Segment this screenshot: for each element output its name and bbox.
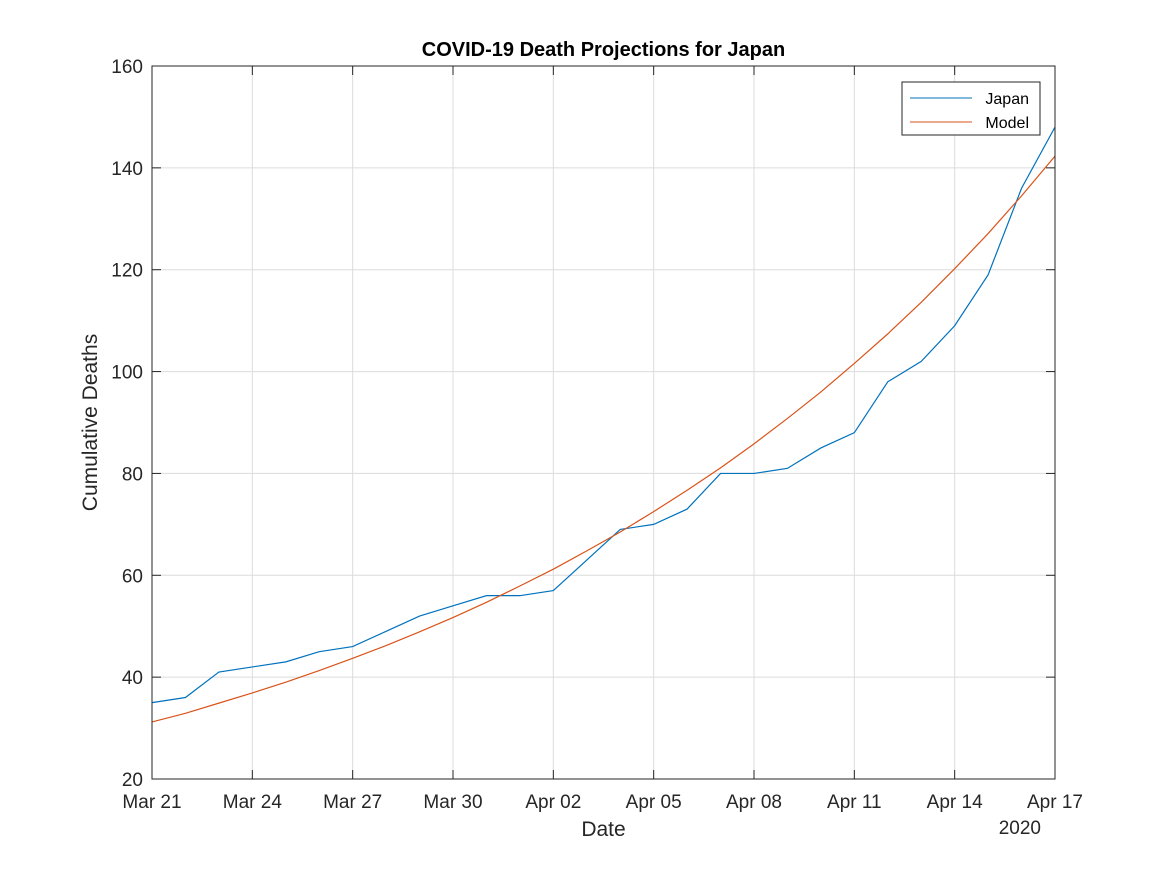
legend-entry-model: Model <box>985 115 1029 132</box>
axis-ticks <box>151 65 1056 780</box>
x-tick-labels: Mar 21 Mar 24 Mar 27 Mar 30 Apr 02 Apr 05 Apr … <box>122 792 1083 813</box>
legend-box <box>901 81 1041 136</box>
y-tick-labels: 20 40 60 80 100 120 140 160 <box>111 57 143 791</box>
y-tick-label: 60 <box>122 566 143 587</box>
x-tick-label: Mar 24 <box>223 792 283 813</box>
series-line-model <box>151 155 1056 723</box>
gridlines <box>151 65 1056 780</box>
y-tick-label: 80 <box>122 464 143 485</box>
x-tick-label: Mar 30 <box>423 792 482 813</box>
axes-box <box>151 65 1056 780</box>
x-tick-label: Apr 02 <box>525 792 581 813</box>
x-tick-label: Mar 21 <box>122 792 181 813</box>
legend: Japan Model <box>901 81 1041 136</box>
x-tick-label: Apr 17 <box>1027 792 1083 813</box>
y-tick-label: 100 <box>111 363 143 384</box>
y-tick-label: 40 <box>122 668 143 689</box>
y-axis-label: Cumulative Deaths <box>79 334 102 511</box>
y-tick-label: 140 <box>111 159 143 180</box>
x-axis-year-label: 2020 <box>999 818 1041 839</box>
series-line-japan <box>151 126 1056 704</box>
x-tick-label: Apr 05 <box>626 792 682 813</box>
x-tick-label: Apr 14 <box>927 792 983 813</box>
legend-entry-japan: Japan <box>985 91 1029 108</box>
chart-title: COVID-19 Death Projections for Japan <box>422 39 785 61</box>
y-tick-label: 20 <box>122 770 143 791</box>
x-tick-label: Apr 08 <box>726 792 782 813</box>
x-tick-label: Mar 27 <box>323 792 382 813</box>
series-lines <box>151 126 1056 723</box>
x-tick-label: Apr 11 <box>827 792 882 813</box>
y-tick-label: 160 <box>111 57 143 78</box>
y-tick-label: 120 <box>111 261 143 282</box>
x-axis-label: Date <box>581 818 625 841</box>
